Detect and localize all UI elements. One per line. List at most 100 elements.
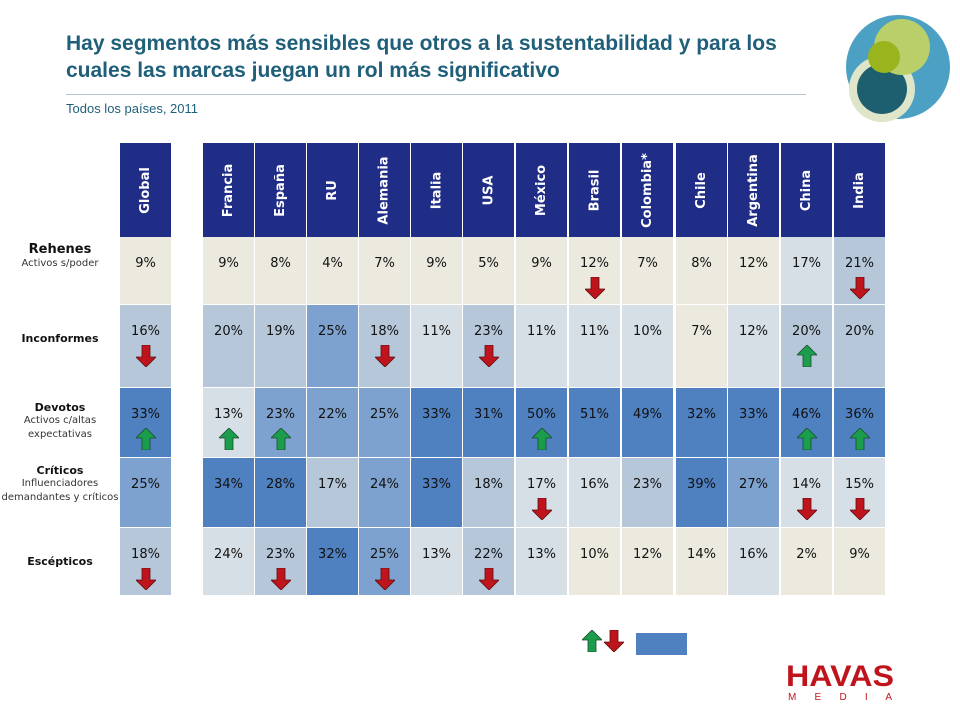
svg-text:HAVAS: HAVAS: [786, 660, 894, 693]
cell-criticos-alemania: 24%: [359, 458, 411, 528]
down-arrow-icon: [797, 498, 817, 520]
column-header-label: Chile: [694, 171, 709, 209]
cell-inconformes-colombia: 10%: [622, 305, 674, 388]
cell-devotos-ru: 22%: [307, 388, 359, 458]
legend-up-arrow-icon: [582, 630, 602, 652]
cell-devotos-alemania: 25%: [359, 388, 411, 458]
cell-inconformes-francia: 20%: [203, 305, 255, 388]
column-header-label: Argentina: [746, 153, 761, 227]
cell-escepticos-italia: 13%: [411, 528, 463, 596]
cell-criticos-argentina: 27%: [728, 458, 780, 528]
cell-rehenes-usa: 5%: [463, 237, 515, 305]
cell-inconformes-mexico: 11%: [516, 305, 568, 388]
cell-escepticos-chile: 14%: [676, 528, 728, 596]
svg-text:M E D I A: M E D I A: [788, 692, 892, 702]
down-arrow-icon: [375, 568, 395, 590]
row-label-criticos: Críticos Influenciadores demandantes y cr…: [0, 464, 120, 505]
row-label-description: Activos c/altas expectativas: [23, 415, 97, 440]
cell-inconformes-espana: 19%: [255, 305, 307, 388]
cell-rehenes-alemania: 7%: [359, 237, 411, 305]
cell-criticos-ru: 17%: [307, 458, 359, 528]
cell-devotos-italia: 33%: [411, 388, 463, 458]
column-header-usa: USA: [463, 143, 515, 237]
cell-escepticos-mexico: 13%: [516, 528, 568, 596]
cell-devotos-chile: 32%: [676, 388, 728, 458]
cell-criticos-colombia: 23%: [622, 458, 674, 528]
cell-inconformes-argentina: 12%: [728, 305, 780, 388]
down-arrow-icon: [136, 345, 156, 367]
up-arrow-icon: [797, 345, 817, 367]
column-header-label: Global: [138, 166, 153, 214]
cell-criticos-espana: 28%: [255, 458, 307, 528]
down-arrow-icon: [375, 345, 395, 367]
column-header-label: Brasil: [587, 169, 602, 211]
column-header-label: China: [799, 169, 814, 211]
column-header-label: España: [273, 163, 289, 217]
column-header-ru: RU: [307, 143, 359, 237]
down-arrow-icon: [271, 568, 291, 590]
cell-rehenes-global: 9%: [120, 237, 172, 305]
row-label-title: Escépticos: [27, 555, 93, 568]
down-arrow-icon: [532, 498, 552, 520]
up-arrow-icon: [136, 428, 156, 450]
cell-devotos-usa: 31%: [463, 388, 515, 458]
column-header-label: México: [534, 164, 550, 216]
column-header-china: China: [781, 143, 833, 237]
row-label-title: Inconformes: [21, 332, 99, 345]
cell-rehenes-mexico: 9%: [516, 237, 568, 305]
column-header-label: USA: [480, 175, 496, 205]
cell-criticos-francia: 34%: [203, 458, 255, 528]
havas-media-logo: HAVAS M E D I A: [786, 660, 894, 702]
column-header-label: Italia: [428, 171, 444, 209]
up-arrow-icon: [271, 428, 291, 450]
cell-devotos-argentina: 33%: [728, 388, 780, 458]
up-arrow-icon: [219, 428, 239, 450]
column-header-label: Colombia*: [640, 152, 655, 228]
row-label-escepticos: Escépticos: [0, 555, 120, 568]
row-label-inconformes: Inconformes: [0, 332, 120, 345]
cell-rehenes-colombia: 7%: [622, 237, 674, 305]
title-divider: [66, 94, 806, 95]
cell-rehenes-ru: 4%: [307, 237, 359, 305]
cell-inconformes-india: 20%: [834, 305, 886, 388]
up-arrow-icon: [532, 428, 552, 450]
cell-escepticos-argentina: 16%: [728, 528, 780, 596]
down-arrow-icon: [850, 498, 870, 520]
cell-escepticos-india: 9%: [834, 528, 886, 596]
cell-inconformes-italia: 11%: [411, 305, 463, 388]
cell-escepticos-colombia: 12%: [622, 528, 674, 596]
cell-criticos-usa: 18%: [463, 458, 515, 528]
cell-rehenes-italia: 9%: [411, 237, 463, 305]
chart-title: Hay segmentos más sensibles que otros a …: [66, 32, 777, 82]
cell-rehenes-espana: 8%: [255, 237, 307, 305]
legend-down-arrow-icon: [604, 630, 624, 652]
down-arrow-icon: [850, 277, 870, 299]
cell-inconformes-chile: 7%: [676, 305, 728, 388]
down-arrow-icon: [479, 568, 499, 590]
column-header-italia: Italia: [411, 143, 463, 237]
cell-criticos-india: 15%: [834, 458, 886, 528]
column-header-india: India: [834, 143, 886, 237]
cell-rehenes-argentina: 12%: [728, 237, 780, 305]
cell-criticos-italia: 33%: [411, 458, 463, 528]
column-header-colombia: Colombia*: [622, 143, 674, 237]
cell-rehenes-chile: 8%: [676, 237, 728, 305]
cell-escepticos-china: 2%: [781, 528, 833, 596]
column-header-chile: Chile: [676, 143, 728, 237]
column-header-mexico: México: [516, 143, 568, 237]
column-header-brasil: Brasil: [569, 143, 621, 237]
column-header-global: Global: [120, 143, 172, 237]
row-label-title: Devotos: [34, 401, 86, 414]
cell-criticos-brasil: 16%: [569, 458, 621, 528]
cell-devotos-brasil: 51%: [569, 388, 621, 458]
cell-devotos-colombia: 49%: [622, 388, 674, 458]
cell-rehenes-brasil: 12%: [569, 237, 621, 305]
down-arrow-icon: [585, 277, 605, 299]
cell-rehenes-francia: 9%: [203, 237, 255, 305]
up-arrow-icon: [850, 428, 870, 450]
row-label-devotos: Devotos Activos c/altas expectativas: [0, 401, 120, 442]
cell-escepticos-brasil: 10%: [569, 528, 621, 596]
column-header-francia: Francia: [203, 143, 255, 237]
column-header-label: India: [851, 171, 867, 209]
cell-criticos-chile: 39%: [676, 458, 728, 528]
